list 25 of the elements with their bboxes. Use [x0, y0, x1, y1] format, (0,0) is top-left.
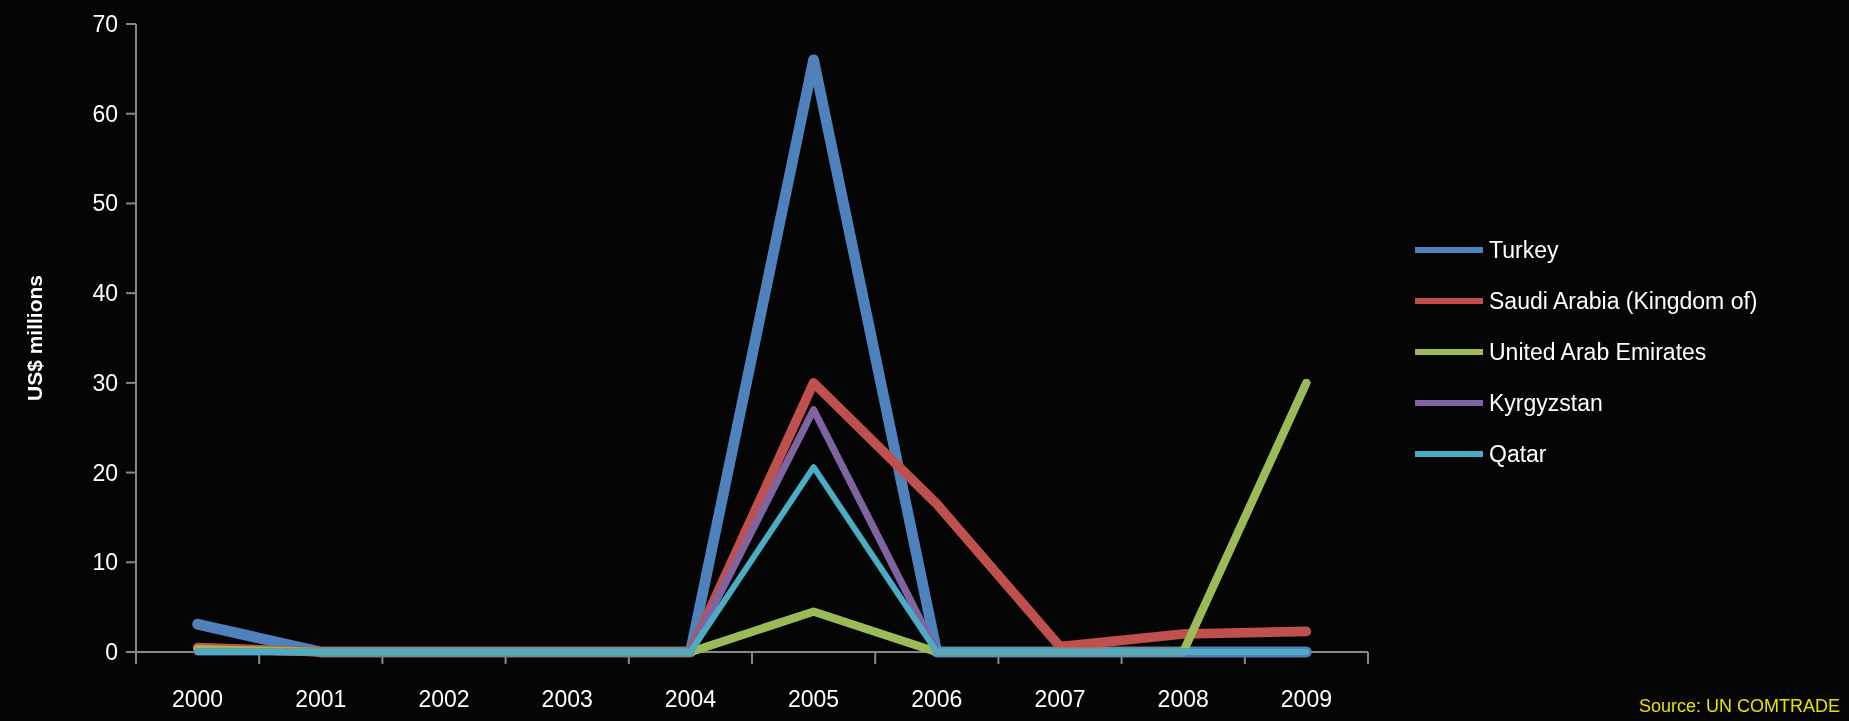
y-tick-label: 10	[92, 549, 118, 576]
y-tick-label: 60	[92, 100, 118, 127]
y-tick-label: 30	[92, 369, 118, 396]
x-tick-label: 2003	[541, 686, 593, 712]
x-tick-label: 2002	[418, 686, 470, 712]
x-tick-label: 2009	[1280, 686, 1332, 712]
source-note: Source: UN COMTRADE	[1638, 696, 1840, 716]
x-tick-label: 2006	[911, 686, 963, 712]
y-tick-label: 0	[105, 639, 118, 666]
x-tick-label: 2000	[172, 686, 224, 712]
legend-label: Qatar	[1489, 441, 1547, 468]
legend-label: Kyrgyzstan	[1489, 390, 1603, 417]
x-tick-label: 2008	[1157, 686, 1209, 712]
x-tick-label: 2004	[664, 686, 717, 712]
y-tick-label: 40	[92, 280, 118, 307]
y-axis-title: US$ millions	[23, 274, 46, 402]
x-tick-label: 2005	[788, 686, 840, 712]
y-tick-label: 50	[92, 190, 118, 217]
legend-label: United Arab Emirates	[1489, 339, 1707, 366]
x-tick-label: 2007	[1034, 686, 1086, 712]
y-tick-label: 20	[92, 459, 118, 486]
y-tick-label: 70	[92, 11, 118, 38]
legend-label: Saudi Arabia (Kingdom of)	[1489, 288, 1758, 315]
x-tick-label: 2001	[295, 686, 347, 712]
legend-label: Turkey	[1489, 237, 1559, 264]
